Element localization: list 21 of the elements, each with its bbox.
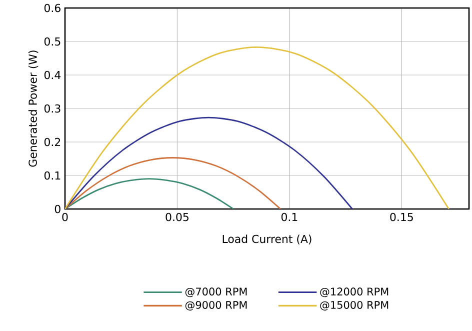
y-tick-label: 0: [54, 204, 60, 214]
y-tick-label: 0.5: [44, 37, 60, 46]
y-tick-label: 0.1: [44, 171, 60, 180]
line-series: [65, 157, 282, 209]
y-tick-label: 0.6: [44, 4, 60, 12]
x-tick-label: 0.05: [166, 212, 188, 222]
x-tick-label: 0.15: [390, 212, 413, 222]
y-tick-label: 0.3: [44, 104, 60, 113]
x-axis-title: Load Current (A): [222, 234, 312, 244]
line-series: [65, 178, 234, 209]
x-tick-label: 0: [62, 212, 68, 222]
legend-label: @9000 RPM: [185, 300, 247, 311]
y-tick-label: 0.4: [44, 70, 61, 80]
legend-label: @7000 RPM: [185, 288, 247, 298]
legend-label: @15000 RPM: [320, 300, 388, 311]
y-axis-title: Generated Power (W): [28, 50, 38, 167]
legend-label: @12000 RPM: [320, 288, 388, 298]
y-tick-label: 0.2: [44, 138, 60, 146]
line-series: [65, 46, 450, 209]
x-tick-label: 0.1: [281, 212, 298, 222]
line-series: [65, 116, 353, 209]
